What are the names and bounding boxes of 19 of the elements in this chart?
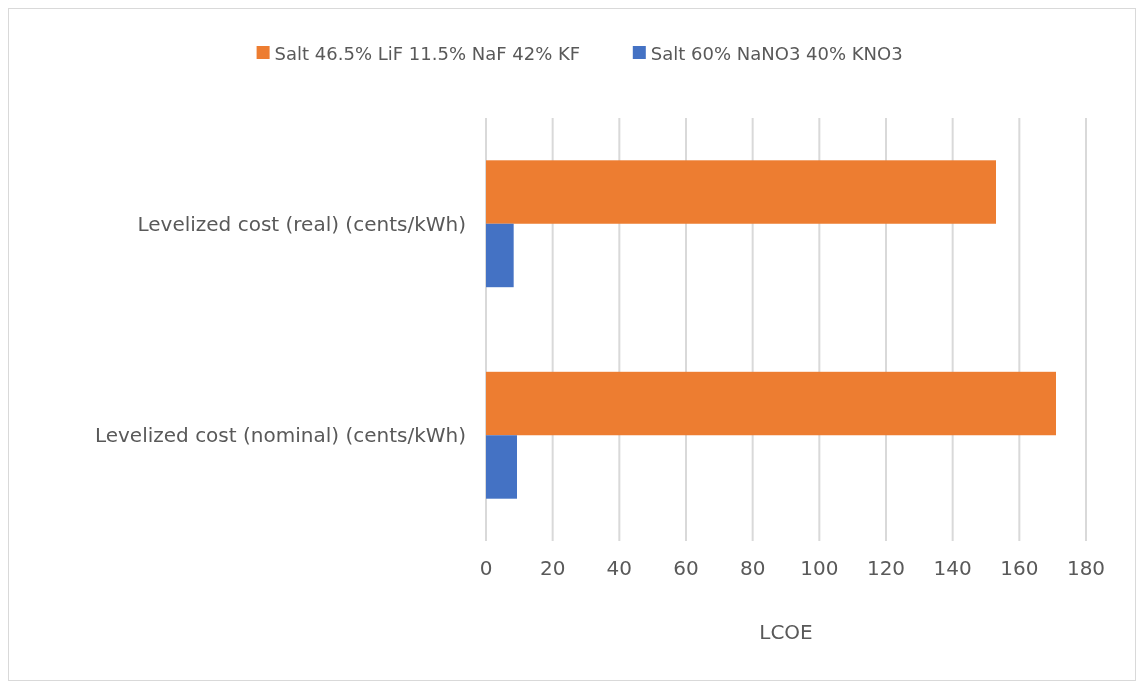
bar (486, 435, 517, 499)
x-tick-label: 40 (606, 556, 633, 580)
x-tick-label: 60 (673, 556, 699, 580)
y-tick-label: Levelized cost (nominal) (cents/kWh) (94, 423, 466, 448)
y-tick-label: Levelized cost (real) (cents/kWh) (137, 211, 466, 236)
bar (486, 160, 996, 224)
legend-label: Salt 46.5% LiF 11.5% NaF 42% KF (274, 43, 581, 65)
x-tick-label: 180 (1066, 556, 1106, 580)
bar (486, 223, 514, 288)
bar (486, 371, 1056, 436)
x-tick-label: 120 (866, 556, 906, 580)
x-tick-label: 160 (1000, 556, 1039, 580)
x-axis-title: LCOE (759, 620, 813, 644)
x-tick-label: 0 (479, 556, 493, 580)
x-tick-label: 100 (800, 556, 839, 580)
legend-label: Salt 60% NaNO3 40% KNO3 (650, 43, 903, 65)
x-tick-label: 80 (739, 556, 766, 580)
x-tick-label: 20 (539, 556, 566, 580)
x-tick-label: 140 (933, 556, 972, 580)
